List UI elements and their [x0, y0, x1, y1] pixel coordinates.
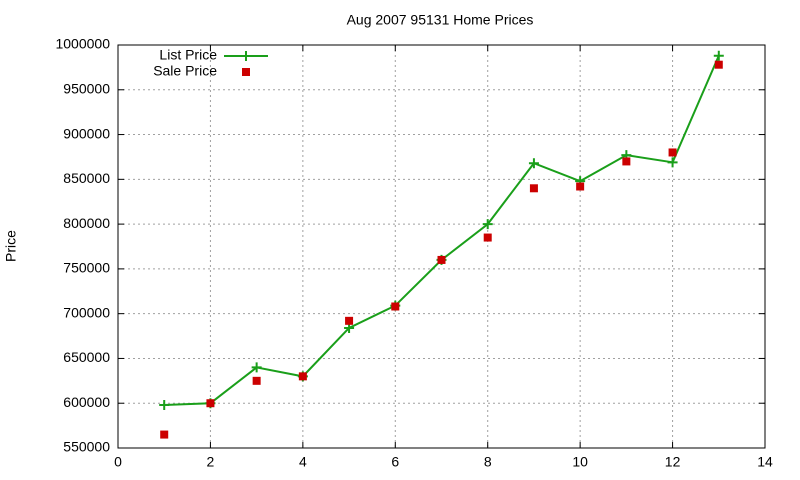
y-tick-label: 850000: [63, 170, 110, 186]
y-tick-label: 700000: [63, 304, 110, 320]
x-tick-label: 12: [665, 454, 681, 470]
x-tick-label: 4: [299, 454, 307, 470]
data-point: [713, 50, 724, 61]
x-tick-label: 6: [391, 454, 399, 470]
data-point: [483, 233, 492, 242]
series-line: [164, 55, 720, 407]
data-point: [667, 157, 678, 168]
x-tick-label: 10: [572, 454, 588, 470]
legend-label: List Price: [159, 47, 217, 63]
data-point: [714, 60, 723, 69]
data-point: [528, 158, 539, 169]
data-point: [391, 302, 400, 311]
data-point: [668, 148, 677, 157]
data-point: [622, 157, 631, 166]
data-point: [251, 362, 262, 373]
plot-frame: [117, 44, 766, 449]
x-tick-label: 8: [484, 454, 492, 470]
y-tick-label: 750000: [63, 260, 110, 276]
data-point: [482, 219, 493, 230]
data-point: [576, 182, 585, 191]
legend-marker: [242, 68, 250, 76]
legend-label: Sale Price: [153, 63, 217, 79]
chart-title: Aug 2007 95131 Home Prices: [347, 12, 534, 28]
data-point: [159, 400, 170, 411]
y-tick-label: 550000: [63, 439, 110, 455]
legend-marker: [241, 51, 251, 61]
data-point: [252, 376, 261, 385]
data-point: [345, 316, 354, 325]
y-tick-label: 900000: [63, 125, 110, 141]
y-tick-label: 600000: [63, 394, 110, 410]
x-tick-label: 14: [757, 454, 773, 470]
y-tick-label: 950000: [63, 80, 110, 96]
data-point: [160, 430, 169, 439]
data-point: [298, 372, 307, 381]
y-tick-label: 800000: [63, 215, 110, 231]
data-point: [529, 184, 538, 193]
y-tick-label: 650000: [63, 349, 110, 365]
x-tick-label: 0: [114, 454, 122, 470]
y-axis-label: Price: [3, 230, 19, 262]
data-point: [437, 255, 446, 264]
y-tick-label: 1000000: [55, 36, 110, 52]
x-tick-label: 2: [207, 454, 215, 470]
data-point: [206, 399, 215, 408]
